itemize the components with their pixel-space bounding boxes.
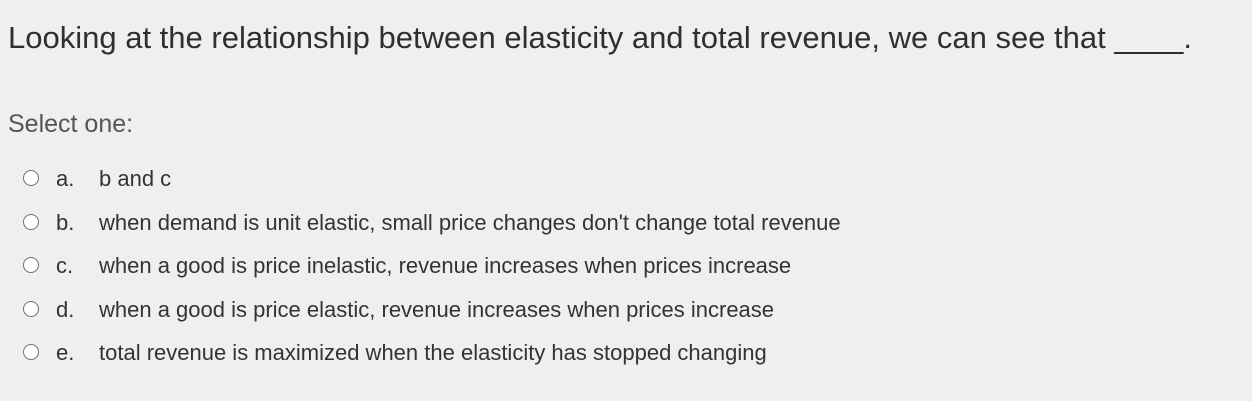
answer-letter: b. [56, 209, 75, 235]
answer-letter: e. [56, 340, 75, 365]
select-one-label: Select one: [8, 110, 134, 138]
answer-letter: a. [56, 166, 75, 191]
answer-option-e[interactable]: e. total revenue is maximized when the e… [0, 331, 1252, 375]
answer-option-b[interactable]: b. when demand is unit elastic, small pr… [0, 201, 1252, 245]
answer-text[interactable]: when demand is unit elastic, small price… [99, 209, 841, 235]
answer-text[interactable]: total revenue is maximized when the elas… [99, 340, 767, 365]
radio-button-c[interactable] [23, 257, 39, 273]
question-text: Looking at the relationship between elas… [8, 20, 1192, 55]
answer-option-c[interactable]: c. when a good is price inelastic, reven… [0, 244, 1252, 288]
answer-options: a. b and c b. when demand is unit elasti… [0, 157, 1252, 375]
radio-button-d[interactable] [23, 300, 39, 317]
radio-button-b[interactable] [23, 213, 39, 230]
radio-button-e[interactable] [23, 344, 39, 360]
answer-option-a[interactable]: a. b and c [0, 157, 1252, 201]
radio-button-a[interactable] [23, 170, 39, 186]
answer-letter: d. [56, 296, 75, 322]
answer-text[interactable]: when a good is price inelastic, revenue … [99, 253, 792, 278]
answer-text[interactable]: when a good is price elastic, revenue in… [99, 296, 775, 322]
answer-text[interactable]: b and c [99, 166, 172, 191]
answer-letter: c. [56, 253, 74, 278]
answer-option-d[interactable]: d. when a good is price elastic, revenue… [0, 288, 1252, 332]
